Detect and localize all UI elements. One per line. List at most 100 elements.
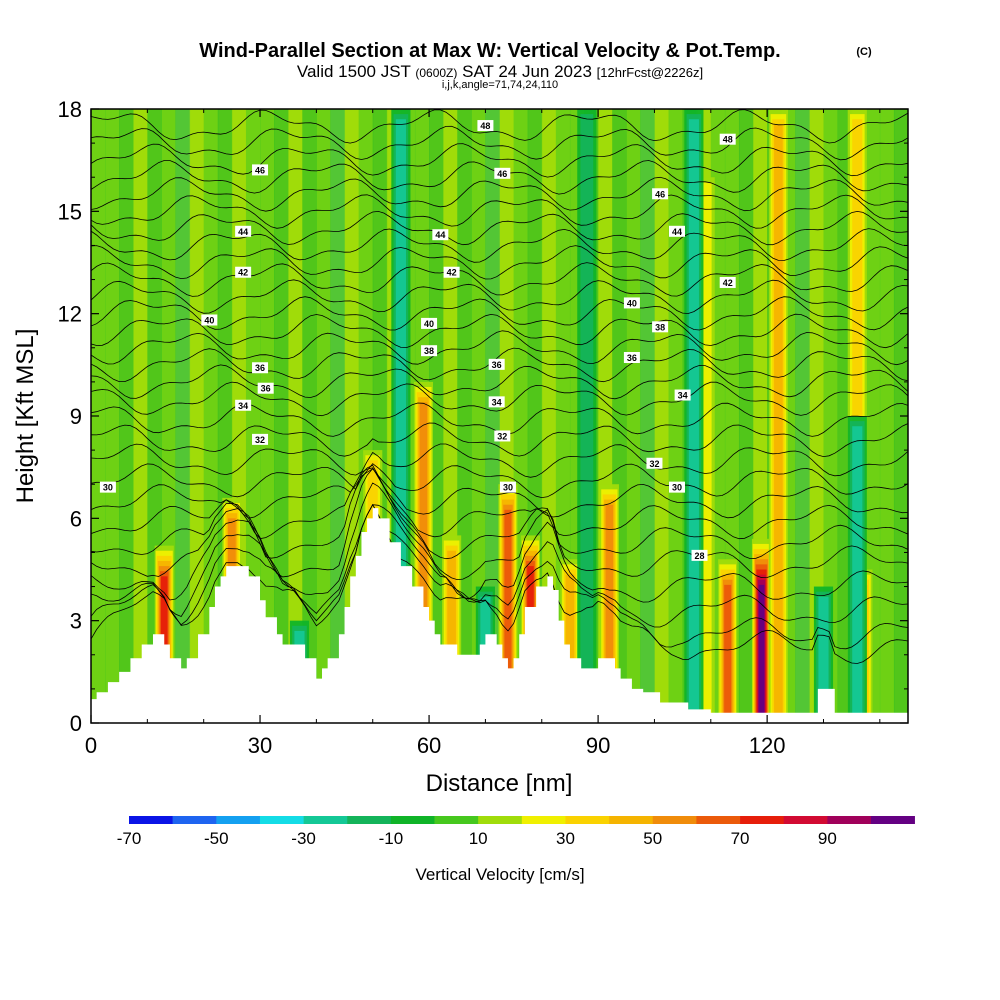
- y-tick-label: 9: [70, 404, 82, 429]
- contour-label: 32: [255, 435, 265, 445]
- contour-label-bg: [652, 321, 669, 333]
- contour-label-bg: [488, 396, 505, 408]
- contour-label: 42: [723, 278, 733, 288]
- contour-label: 32: [649, 459, 659, 469]
- isentrope-line: [91, 463, 908, 499]
- colorbar-label: Vertical Velocity [cm/s]: [415, 865, 584, 884]
- valid-date: SAT 24 Jun 2023: [462, 62, 592, 81]
- x-tick-label: 60: [417, 733, 441, 758]
- velocity-band: [541, 109, 557, 723]
- x-tick-label: 90: [586, 733, 610, 758]
- velocity-band: [795, 109, 810, 723]
- section-indices: i,j,k,angle=71,74,24,110: [442, 79, 558, 91]
- colorbar-tick-label: -30: [291, 829, 316, 848]
- isentrope-line: [91, 313, 908, 349]
- x-axis-label: Distance [nm]: [426, 770, 573, 797]
- x-tick-label: 0: [85, 733, 97, 758]
- contour-label-bg: [252, 433, 269, 445]
- colorbar-swatch: [172, 816, 217, 824]
- updraft-column: [504, 509, 512, 723]
- downdraft-column: [688, 119, 699, 723]
- contour-label-bg: [99, 481, 116, 493]
- contour-label-bg: [668, 481, 685, 493]
- valid-time-line: Valid 1500 JST (0600Z) SAT 24 Jun 2023 […: [297, 62, 703, 81]
- contour-label: 36: [255, 363, 265, 373]
- chart-title: Wind-Parallel Section at Max W: Vertical…: [199, 40, 780, 62]
- contour-label-bg: [252, 164, 269, 176]
- velocity-band: [823, 109, 839, 723]
- velocity-band: [640, 109, 655, 723]
- copyright-mark: (C): [856, 46, 872, 58]
- contour-label: 34: [238, 401, 248, 411]
- isentrope-line: [91, 468, 908, 519]
- contour-label-bg: [494, 167, 511, 179]
- y-tick-label: 3: [70, 609, 82, 634]
- valid-utc-time: (0600Z): [415, 66, 457, 80]
- downdraft-column: [852, 426, 863, 723]
- contour-label-bg: [477, 120, 494, 132]
- isentrope-line: [91, 296, 908, 331]
- updraft-column: [447, 550, 456, 723]
- contour-label-bg: [499, 481, 516, 493]
- y-tick-label: 0: [70, 711, 82, 736]
- isentrope-line: [91, 364, 908, 400]
- isentrope-line: [91, 467, 908, 581]
- contour-label: 34: [492, 397, 502, 407]
- isentrope-line: [91, 228, 908, 263]
- terrain-mask: [91, 508, 908, 723]
- isentrope-line: [91, 245, 908, 280]
- isentrope-line: [91, 503, 908, 664]
- contour-label: 40: [627, 298, 637, 308]
- velocity-band: [133, 109, 148, 723]
- y-tick-label: 15: [58, 199, 82, 224]
- contour-label-bg: [691, 549, 708, 561]
- contour-label-bg: [235, 225, 252, 237]
- contour-label-bg: [201, 314, 218, 326]
- isentrope-line: [91, 504, 908, 628]
- potential-temperature-contours: [91, 109, 908, 664]
- colorbar-swatch: [390, 816, 435, 824]
- colorbar-swatch: [347, 816, 392, 824]
- contour-label-bg: [257, 382, 274, 394]
- colorbar-swatch: [259, 816, 304, 824]
- contour-label-bg: [488, 358, 505, 370]
- contour-label-bg: [252, 362, 269, 374]
- colorbar-tick-label: -70: [117, 829, 142, 848]
- colorbar-swatch: [652, 816, 697, 824]
- updraft-column: [774, 124, 783, 723]
- colorbar-swatch: [434, 816, 479, 824]
- contour-label-bg: [652, 188, 669, 200]
- isentrope-line: [91, 143, 908, 178]
- colorbar-tick-label: 10: [469, 829, 488, 848]
- velocity-band: [245, 109, 261, 723]
- y-axis-label: Height [Kft MSL]: [12, 329, 39, 504]
- contour-label-bg: [719, 133, 736, 145]
- contour-label: 44: [672, 227, 682, 237]
- isentrope-line: [91, 262, 908, 297]
- contour-label-bg: [719, 276, 736, 288]
- colorbar: [129, 816, 915, 824]
- velocity-band: [738, 109, 754, 723]
- colorbar-swatch: [696, 816, 741, 824]
- contour-label: 28: [695, 551, 705, 561]
- colorbar-swatch: [609, 816, 654, 824]
- contour-label-bg: [432, 229, 449, 241]
- colorbar-swatch: [740, 816, 785, 824]
- contour-label: 44: [238, 227, 248, 237]
- contour-label: 38: [424, 346, 434, 356]
- contour-label-bg: [235, 266, 252, 278]
- contour-label: 48: [723, 135, 733, 145]
- y-tick-label: 12: [58, 302, 82, 327]
- colorbar-tick-label: -50: [204, 829, 229, 848]
- forecast-info: [12hrFcst@2226z]: [597, 65, 703, 80]
- isentrope-line: [91, 464, 908, 560]
- contour-label: 42: [447, 268, 457, 278]
- contour-label-bg: [623, 352, 640, 364]
- velocity-band: [105, 109, 120, 723]
- isentrope-line: [91, 347, 908, 383]
- isentrope-line: [91, 443, 908, 478]
- contour-label: 34: [678, 391, 688, 401]
- contour-label-bg: [646, 457, 663, 469]
- contour-label: 40: [424, 319, 434, 329]
